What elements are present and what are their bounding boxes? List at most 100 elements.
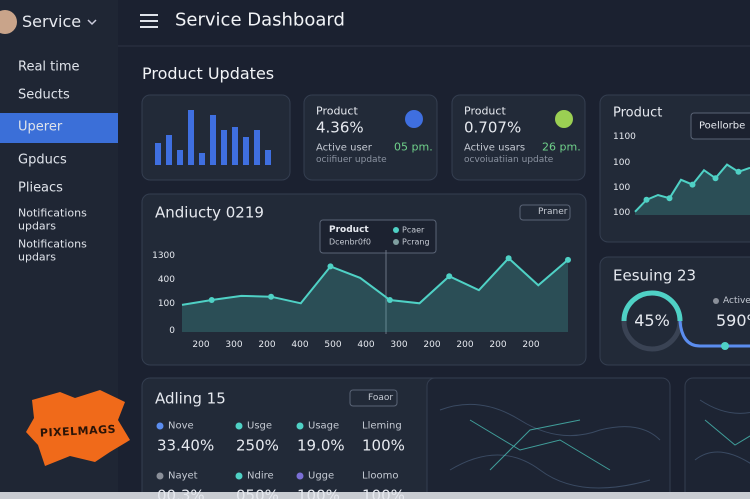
bar: [221, 130, 227, 165]
stat-label: Ugge: [308, 470, 335, 482]
nav-item[interactable]: Notifications updars: [18, 206, 87, 232]
page-title: Service Dashboard: [175, 9, 345, 31]
point: [268, 293, 275, 300]
point: [712, 175, 719, 182]
point: [208, 297, 215, 304]
area: [182, 258, 568, 332]
nav-item[interactable]: Gpducs: [18, 152, 67, 168]
bar: [265, 150, 271, 165]
area: [635, 164, 750, 215]
gauge-dot: [721, 342, 729, 350]
y-tick-label: 1100: [613, 131, 636, 142]
card-title: Eesuing 23: [613, 266, 697, 285]
metric-value: 590%: [716, 310, 750, 330]
point: [386, 297, 393, 304]
metric-value: 0.707%: [464, 118, 522, 137]
point: [689, 181, 696, 188]
button[interactable]: Praner: [538, 206, 568, 217]
y-tick-label: 0: [169, 325, 175, 336]
label: Product: [316, 104, 358, 118]
nav-item[interactable]: Seducts: [18, 87, 70, 103]
stat-value: 100%: [297, 486, 340, 499]
point: [446, 273, 453, 280]
nav-item[interactable]: Notifications updars: [18, 237, 87, 263]
x-tick-label: 300: [225, 339, 243, 350]
stat-label: Nayet: [168, 470, 198, 482]
button-frame[interactable]: [349, 389, 398, 407]
stat-label: Ndire: [247, 470, 274, 482]
bar: [232, 127, 238, 165]
bottom-strip: [0, 492, 750, 499]
nav-item[interactable]: Uperer: [18, 119, 63, 135]
stat-value: 00.3%: [157, 486, 205, 499]
legend-frame: [690, 112, 750, 140]
time: 05 pm.: [394, 140, 433, 154]
icon: [555, 110, 573, 128]
point: [735, 168, 742, 175]
hamburger[interactable]: [140, 14, 158, 28]
stat-value: 250%: [236, 436, 279, 455]
x-tick-label: 200: [522, 339, 540, 350]
stat-value: 050%: [236, 486, 279, 499]
y-tick-label: 100: [157, 298, 175, 309]
legend-dot: [713, 298, 719, 304]
x-tick-label: 500: [324, 339, 342, 350]
avatar: [0, 10, 17, 34]
point: [666, 195, 673, 202]
metric-value: 4.36%: [316, 118, 364, 137]
label: Active user: [316, 142, 372, 154]
active-item[interactable]: [0, 113, 118, 143]
gauge-value: 45%: [634, 310, 670, 330]
button-frame[interactable]: [519, 204, 571, 221]
stat-value: 100%: [362, 436, 405, 455]
stat-dot: [156, 422, 164, 430]
point: [505, 255, 512, 262]
gauge-line: [678, 320, 750, 348]
stat-value: 19.0%: [297, 436, 345, 455]
button[interactable]: Foaor: [368, 392, 394, 403]
time: 26 pm.: [542, 140, 581, 154]
x-tick-label: 300: [390, 339, 408, 350]
label: Product: [464, 104, 506, 118]
stat-label: Lloomo: [362, 470, 399, 482]
x-tick-label: 200: [192, 339, 210, 350]
bar: [199, 153, 205, 165]
x-tick-label: 200: [456, 339, 474, 350]
bar: [188, 110, 194, 165]
stat-dot: [156, 472, 164, 480]
chevron[interactable]: [87, 19, 97, 26]
sidebar-title: Service: [22, 11, 82, 31]
tooltip-frame: [319, 219, 437, 254]
note: ocvoiuatiian update: [464, 154, 554, 165]
tooltip-item: Pcaer: [402, 225, 425, 235]
stat-label: Usge: [247, 420, 273, 432]
card-title: Adling 15: [155, 389, 226, 408]
x-tick-label: 200: [423, 339, 441, 350]
icon: [405, 110, 423, 128]
map: [439, 399, 750, 489]
stat-value: 33.40%: [157, 436, 215, 455]
bar: [210, 115, 216, 165]
legend-dot: [393, 227, 399, 233]
bar: [177, 150, 183, 165]
stat-label: Lleming: [362, 420, 402, 432]
legend: Active: [723, 295, 750, 306]
y-tick-label: 100: [613, 207, 631, 218]
nav-item[interactable]: Real time: [18, 59, 80, 75]
nav-item[interactable]: Plieacs: [18, 180, 63, 196]
map-routes: [469, 419, 750, 471]
section-title: Product Updates: [142, 63, 275, 83]
stat-dot: [235, 472, 243, 480]
stat-label: Usage: [308, 420, 340, 432]
legend: Poellorbe: [699, 120, 746, 132]
x-tick-label: 400: [291, 339, 309, 350]
bar: [243, 137, 249, 165]
bar: [166, 135, 172, 165]
y-tick-label: 1300: [152, 250, 175, 261]
note: ociifiuer update: [316, 154, 387, 165]
x-tick-label: 200: [489, 339, 507, 350]
point: [327, 263, 334, 270]
label: Active usars: [464, 142, 526, 154]
